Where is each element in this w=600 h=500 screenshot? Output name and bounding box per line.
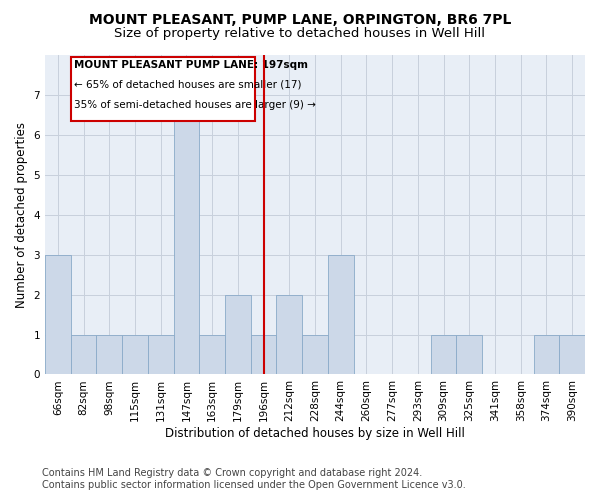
Bar: [148, 334, 173, 374]
Bar: [71, 334, 97, 374]
Bar: [173, 95, 199, 374]
Bar: [431, 334, 457, 374]
Text: MOUNT PLEASANT, PUMP LANE, ORPINGTON, BR6 7PL: MOUNT PLEASANT, PUMP LANE, ORPINGTON, BR…: [89, 12, 511, 26]
X-axis label: Distribution of detached houses by size in Well Hill: Distribution of detached houses by size …: [165, 427, 465, 440]
Text: 35% of semi-detached houses are larger (9) →: 35% of semi-detached houses are larger (…: [74, 100, 316, 110]
Bar: [199, 334, 225, 374]
Bar: [122, 334, 148, 374]
Text: Size of property relative to detached houses in Well Hill: Size of property relative to detached ho…: [115, 28, 485, 40]
Bar: [277, 294, 302, 374]
Y-axis label: Number of detached properties: Number of detached properties: [15, 122, 28, 308]
Text: MOUNT PLEASANT PUMP LANE: 197sqm: MOUNT PLEASANT PUMP LANE: 197sqm: [74, 60, 308, 70]
Bar: [45, 254, 71, 374]
Text: Contains HM Land Registry data © Crown copyright and database right 2024.
Contai: Contains HM Land Registry data © Crown c…: [42, 468, 466, 490]
Bar: [533, 334, 559, 374]
Text: ← 65% of detached houses are smaller (17): ← 65% of detached houses are smaller (17…: [74, 80, 301, 90]
Bar: [559, 334, 585, 374]
Bar: [225, 294, 251, 374]
Bar: [97, 334, 122, 374]
Bar: [302, 334, 328, 374]
Bar: [328, 254, 353, 374]
FancyBboxPatch shape: [71, 57, 254, 121]
Bar: [251, 334, 277, 374]
Bar: [457, 334, 482, 374]
